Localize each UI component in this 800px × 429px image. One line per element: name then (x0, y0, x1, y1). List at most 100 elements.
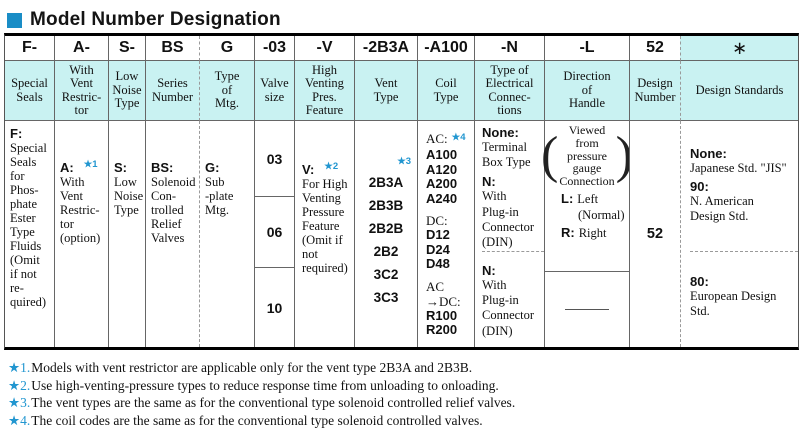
valve-size-06: 06 (255, 197, 294, 268)
section-title: Model Number Designation (0, 0, 800, 33)
code-cell-vent-type: -2B3A (354, 36, 417, 61)
coil-ac-label: AC: (426, 131, 448, 146)
valve-size-03: 03 (255, 121, 294, 197)
handle-none-section (545, 272, 629, 346)
footnote-1-marker: ★1. (8, 360, 30, 375)
footnote-ref-3: ★3 (355, 118, 417, 168)
code-cell-valve-size: -03 (254, 36, 294, 61)
cell-electrical-connections: None: Terminal Box Type N: With Plug-in … (474, 121, 544, 347)
electrical-n-key: N: (482, 175, 544, 189)
footnote-3-text: The vent types are the same as for the c… (31, 395, 515, 410)
vent-type-values: 2B3A 2B3B 2B2B 2B2 3C2 3C3 (355, 171, 417, 309)
coil-group-ac: AC: ★4 A100 A120 A200 A240 (426, 131, 474, 206)
electrical-bottom-section: N: With Plug-in Connector (DIN) (482, 252, 544, 346)
cell-low-noise: S: Low Noise Type (108, 121, 145, 347)
high-venting-text: For High Venting Pressure Feature (Omit … (302, 177, 352, 275)
cell-coil-types: AC: ★4 A100 A120 A200 A240 DC: D12 D24 D4… (417, 121, 474, 347)
footnote-2-marker: ★2. (8, 378, 30, 393)
code-cell-vent-restrictor: A- (54, 36, 108, 61)
handle-right-label: Right (579, 226, 607, 240)
asterisk-icon: ∗ (732, 38, 747, 59)
code-cell-electrical: -N (474, 36, 544, 61)
standards-top-section: None: Japanese Std. "JIS" 90: N. America… (690, 121, 798, 252)
standards-80-key: 80: (690, 275, 798, 289)
footnote-ref-2: ★2 (324, 160, 338, 174)
mounting-key: G: (205, 161, 252, 175)
cell-vent-restrictor: A: ★1 With Vent Restric- tor (option) (54, 121, 108, 347)
standards-none-key: None: (690, 147, 798, 161)
footnote-2-text: Use high-venting-pressure types to reduc… (31, 378, 499, 393)
special-seals-key: F: (10, 127, 52, 141)
header-high-venting: High Venting Pres. Feature (294, 61, 354, 121)
mounting-text: Sub -plate Mtg. (205, 175, 252, 217)
footnote-4-marker: ★4. (8, 413, 30, 428)
standards-bottom-section: 80: European Design Std. (690, 252, 798, 346)
page-title: Model Number Designation (30, 9, 281, 31)
left-parenthesis: ( (541, 125, 558, 187)
series-key: BS: (151, 161, 197, 175)
cell-handle-direction: ( Viewed from pressure gauge Connection … (544, 121, 629, 347)
code-cell-low-noise: S- (108, 36, 145, 61)
coil-dc-label: DC: (426, 213, 474, 228)
cell-special-seals: F: Special Seals for Phos- phate Ester T… (5, 121, 54, 347)
footnote-4: ★4.The coil codes are the same as for th… (8, 412, 800, 429)
standards-90-text: N. American Design Std. (690, 194, 798, 224)
cell-design-standards: None: Japanese Std. "JIS" 90: N. America… (680, 121, 798, 347)
electrical-n2-key: N: (482, 264, 544, 278)
footnote-4-text: The coil codes are the same as for the c… (31, 413, 482, 428)
code-cell-series: BS (145, 36, 199, 61)
code-cell-design-standards: ∗ (680, 36, 798, 61)
electrical-none-key: None: (482, 126, 544, 140)
standards-80-text: European Design Std. (690, 289, 798, 319)
handle-top-section: ( Viewed from pressure gauge Connection … (545, 121, 629, 272)
header-vent-restrictor: With Vent Restric- tor (54, 61, 108, 121)
electrical-top-section: None: Terminal Box Type N: With Plug-in … (482, 121, 544, 252)
cell-valve-sizes: 03 06 10 (254, 121, 294, 347)
model-number-designation-table: F- A- S- BS G -03 -V -2B3A -A100 -N -L 5… (4, 33, 799, 350)
coil-ac-values: A100 A120 A200 A240 (426, 148, 474, 206)
header-design-number: Design Number (629, 61, 680, 121)
coil-ac-dc-label: AC →DC: (426, 279, 474, 309)
header-valve-size: Valve size (254, 61, 294, 121)
no-handle-dash (565, 309, 609, 310)
coil-ac-dc-values: R100 R200 (426, 309, 474, 338)
header-mounting: Type of Mtg. (199, 61, 254, 121)
cell-mounting: G: Sub -plate Mtg. (199, 121, 254, 347)
code-cell-high-venting: -V (294, 36, 354, 61)
handle-viewed-note: Viewed from pressure gauge Connection (558, 124, 615, 188)
low-noise-text: Low Noise Type (114, 175, 143, 217)
code-cell-coil-type: -A100 (417, 36, 474, 61)
footnote-1: ★1.Models with vent restrictor are appli… (8, 359, 800, 377)
footnote-2: ★2.Use high-venting-pressure types to re… (8, 377, 800, 395)
footnotes: ★1.Models with vent restrictor are appli… (0, 350, 800, 429)
header-series: Series Number (145, 61, 199, 121)
cell-series: BS: Solenoid Con- trolled Relief Valves (145, 121, 199, 347)
blue-square-bullet-icon (7, 13, 22, 28)
header-low-noise: Low Noise Type (108, 61, 145, 121)
handle-right-key: R: (561, 225, 575, 240)
header-special-seals: Special Seals (5, 61, 54, 121)
handle-left-normal: (Normal) (578, 208, 625, 222)
high-venting-key: V: (302, 163, 314, 177)
electrical-n-text: With Plug-in Connector (DIN) (482, 189, 544, 250)
special-seals-text: Special Seals for Phos- phate Ester Type… (10, 141, 52, 309)
series-text: Solenoid Con- trolled Relief Valves (151, 175, 197, 245)
coil-group-dc: DC: D12 D24 D48 (426, 213, 474, 272)
vent-restrictor-key: A: (60, 161, 74, 175)
code-cell-handle: -L (544, 36, 629, 61)
code-cell-mounting: G (199, 36, 254, 61)
code-cell-special-seals: F- (5, 36, 54, 61)
footnote-ref-4: ★4 (452, 132, 466, 143)
valve-size-10: 10 (255, 268, 294, 347)
handle-left-label: Left (577, 192, 598, 206)
standards-none-text: Japanese Std. "JIS" (690, 161, 798, 176)
standards-90-key: 90: (690, 180, 798, 194)
vent-restrictor-text: With Vent Restric- tor (option) (60, 175, 106, 245)
header-design-standards: Design Standards (680, 61, 798, 121)
header-handle: Direction of Handle (544, 61, 629, 121)
cell-vent-types: ★3 2B3A 2B3B 2B2B 2B2 3C2 3C3 (354, 121, 417, 347)
electrical-none-text: Terminal Box Type (482, 140, 544, 170)
cell-high-venting: V: ★2 For High Venting Pressure Feature … (294, 121, 354, 347)
cell-design-number: 52 (629, 121, 680, 347)
